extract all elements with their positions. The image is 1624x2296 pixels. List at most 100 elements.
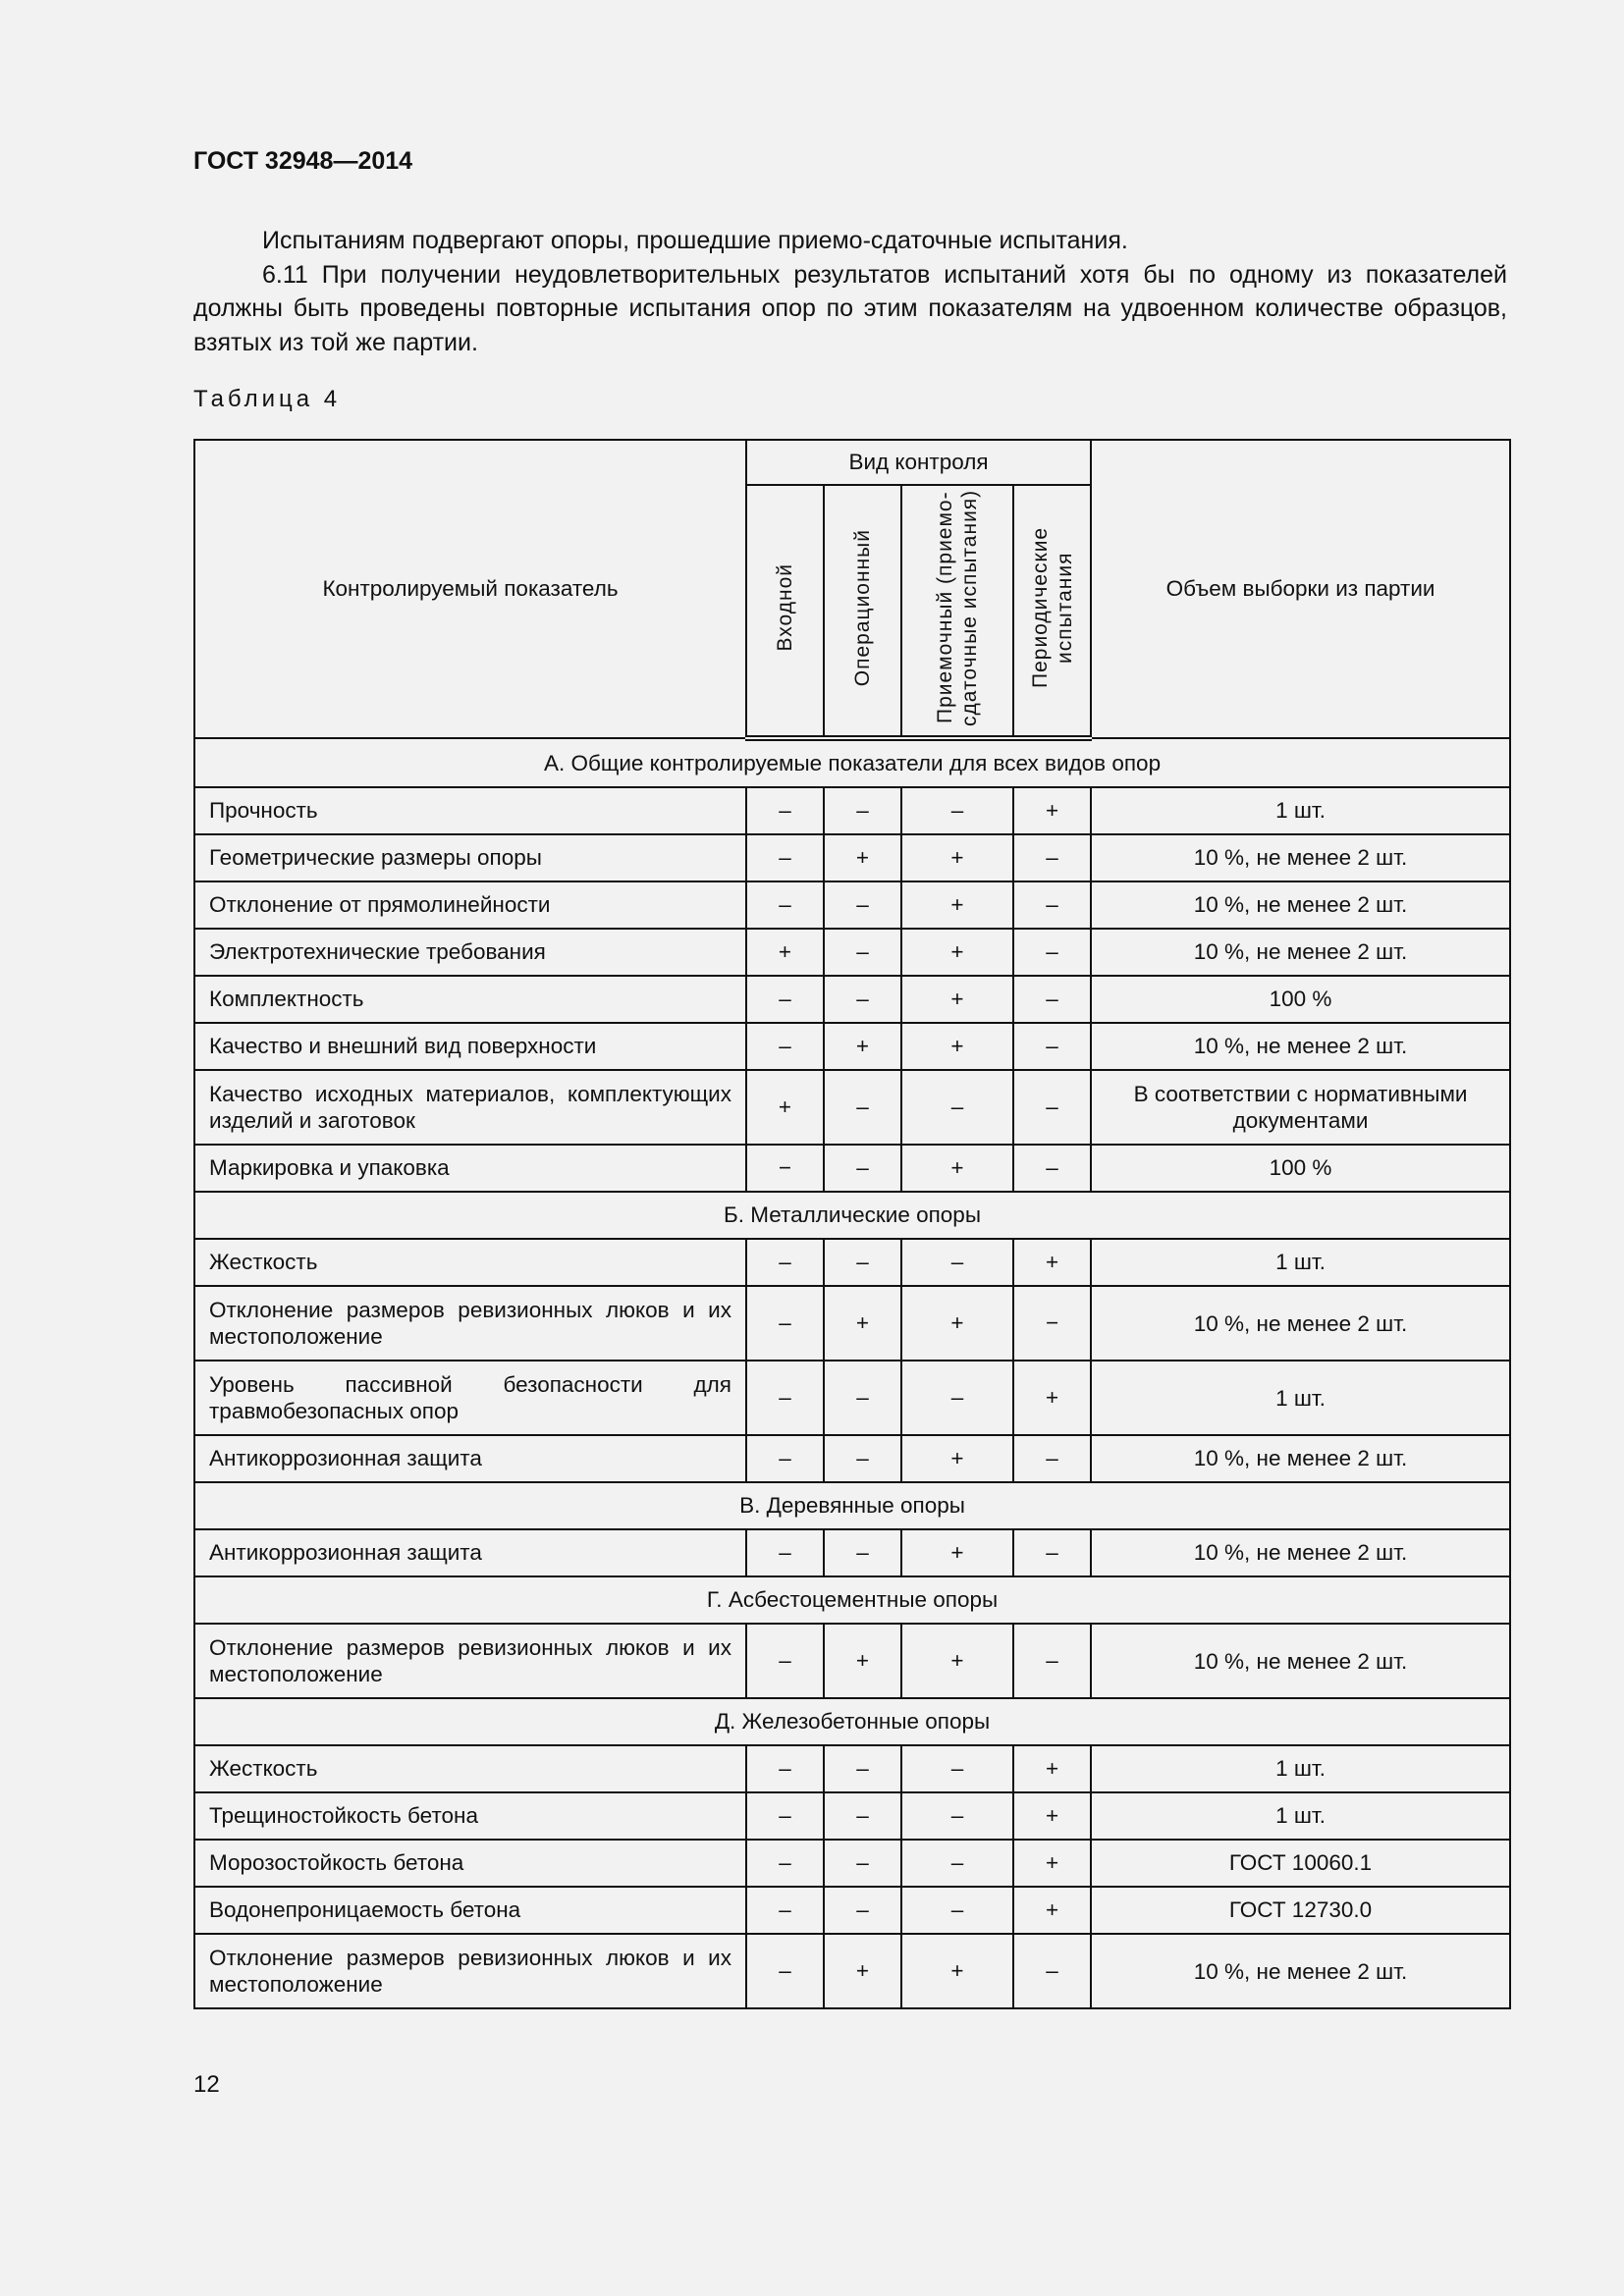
indicator-cell: Жесткость (193, 1238, 747, 1287)
periodic-cell: + (1011, 1744, 1093, 1793)
periodic-cell: – (1011, 1434, 1093, 1483)
table-row: Качество исходных материалов, комплектую… (193, 1069, 1512, 1146)
acceptance-cell: + (900, 1623, 1014, 1699)
operational-cell: + (823, 1933, 902, 2009)
incoming-cell: – (745, 1360, 825, 1436)
acceptance-cell: – (900, 1744, 1014, 1793)
indicator-cell: Качество и внешний вид поверхности (193, 1022, 747, 1071)
operational-cell: – (823, 786, 902, 835)
periodic-cell: + (1011, 1238, 1093, 1287)
sample-size-cell: 1 шт. (1090, 1238, 1512, 1287)
header-indicator: Контролируемый показатель (193, 439, 747, 739)
table-row: Жесткость – – – +1 шт. (193, 1238, 1512, 1287)
indicator-cell: Морозостойкость бетона (193, 1839, 747, 1888)
table-row: Прочность – – – +1 шт. (193, 786, 1512, 835)
indicator-cell: Геометрические размеры опоры (193, 833, 747, 882)
periodic-cell: + (1011, 1886, 1093, 1935)
sample-size-cell: 10 %, не менее 2 шт. (1090, 928, 1512, 977)
sample-size-cell: 1 шт. (1090, 1360, 1512, 1436)
operational-cell: – (823, 1839, 902, 1888)
indicator-cell: Отклонение от прямолинейности (193, 881, 747, 930)
section-row: Г. Асбестоцементные опоры (192, 1575, 1512, 1625)
incoming-cell: – (745, 975, 825, 1024)
section-title: А. Общие контролируемые показатели для в… (192, 737, 1512, 788)
table-row: Отклонение размеров ревизионных люков и … (193, 1933, 1512, 2009)
header-sample-size: Объем выборки из партии (1090, 439, 1512, 739)
header-incoming: Входной (774, 563, 796, 652)
periodic-cell: – (1011, 1528, 1093, 1577)
sample-size-cell: 10 %, не менее 2 шт. (1090, 1022, 1512, 1071)
acceptance-cell: + (900, 1528, 1014, 1577)
incoming-cell: – (745, 1886, 825, 1935)
sample-size-cell: 10 %, не менее 2 шт. (1090, 1285, 1512, 1362)
indicator-cell: Антикоррозионная защита (193, 1528, 747, 1577)
table-row: Трещиностойкость бетона – – – +1 шт. (193, 1791, 1512, 1841)
acceptance-cell: – (900, 1839, 1014, 1888)
table-row: Отклонение от прямолинейности – – + –10 %, н… (193, 881, 1512, 930)
indicator-cell: Комплектность (193, 975, 747, 1024)
table-row: Электротехнические требования + – + –10 %, н… (193, 928, 1512, 977)
document-title: ГОСТ 32948—2014 (193, 147, 413, 175)
acceptance-cell: + (900, 1022, 1014, 1071)
acceptance-cell: – (900, 1791, 1014, 1841)
acceptance-cell: + (900, 1285, 1014, 1362)
indicator-cell: Жесткость (193, 1744, 747, 1793)
acceptance-cell: + (900, 1933, 1014, 2009)
periodic-cell: – (1011, 1933, 1093, 2009)
operational-cell: – (823, 1791, 902, 1841)
table-row: Отклонение размеров ревизионных люков и … (193, 1623, 1512, 1699)
operational-cell: – (823, 1360, 902, 1436)
incoming-cell: – (745, 1434, 825, 1483)
incoming-cell: – (745, 1022, 825, 1071)
sample-size-cell: 10 %, не менее 2 шт. (1090, 1933, 1512, 2009)
table-row: Геометрические размеры опоры – + + –10 %, не… (193, 833, 1512, 882)
operational-cell: – (823, 1744, 902, 1793)
indicator-cell: Прочность (193, 786, 747, 835)
sample-size-cell: ГОСТ 12730.0 (1090, 1886, 1512, 1935)
incoming-cell: – (745, 1528, 825, 1577)
paragraph: Испытаниям подвергают опоры, прошедшие п… (262, 227, 1128, 254)
indicator-cell: Уровень пассивной безопасности для травм… (193, 1360, 747, 1436)
incoming-cell: – (745, 1933, 825, 2009)
incoming-cell: + (745, 1069, 825, 1146)
periodic-cell: + (1011, 1791, 1093, 1841)
acceptance-cell: + (900, 1144, 1014, 1193)
operational-cell: – (823, 1144, 902, 1193)
indicator-cell: Отклонение размеров ревизионных люков и … (193, 1933, 747, 2009)
page-number: 12 (193, 2071, 220, 2098)
table-row: Антикоррозионная защита – – + –10 %, не мене… (193, 1528, 1512, 1577)
table-row: Жесткость – – – +1 шт. (193, 1744, 1512, 1793)
incoming-cell: – (745, 881, 825, 930)
sample-size-cell: 10 %, не менее 2 шт. (1090, 1434, 1512, 1483)
section-title: Б. Металлические опоры (192, 1191, 1512, 1240)
periodic-cell: + (1011, 1360, 1093, 1436)
section-row: А. Общие контролируемые показатели для в… (192, 737, 1512, 788)
incoming-cell: – (745, 1238, 825, 1287)
periodic-cell: – (1011, 881, 1093, 930)
section-title: Д. Железобетонные опоры (192, 1697, 1512, 1746)
operational-cell: – (823, 1528, 902, 1577)
periodic-cell: − (1011, 1285, 1093, 1362)
acceptance-cell: – (900, 786, 1014, 835)
sample-size-cell: 100 % (1090, 975, 1512, 1024)
sample-size-cell: 10 %, не менее 2 шт. (1090, 1623, 1512, 1699)
acceptance-cell: – (900, 1886, 1014, 1935)
sample-size-cell: ГОСТ 10060.1 (1090, 1839, 1512, 1888)
periodic-cell: + (1011, 786, 1093, 835)
operational-cell: + (823, 833, 902, 882)
acceptance-cell: – (900, 1069, 1014, 1146)
incoming-cell: – (745, 1623, 825, 1699)
operational-cell: – (823, 975, 902, 1024)
incoming-cell: – (745, 786, 825, 835)
operational-cell: – (823, 928, 902, 977)
table-row: Антикоррозионная защита – – + –10 %, не мене… (193, 1434, 1512, 1483)
body-text: Испытаниям подвергают опоры, прошедшие п… (193, 224, 1507, 359)
periodic-cell: – (1011, 1069, 1093, 1146)
acceptance-cell: + (900, 881, 1014, 930)
indicator-cell: Электротехнические требования (193, 928, 747, 977)
indicator-cell: Отклонение размеров ревизионных люков и … (193, 1623, 747, 1699)
header-periodic: Периодические испытания (1028, 526, 1076, 689)
indicator-cell: Водонепроницаемость бетона (193, 1886, 747, 1935)
table-row: Качество и внешний вид поверхности – + + –10… (193, 1022, 1512, 1071)
sample-size-cell: 1 шт. (1090, 786, 1512, 835)
